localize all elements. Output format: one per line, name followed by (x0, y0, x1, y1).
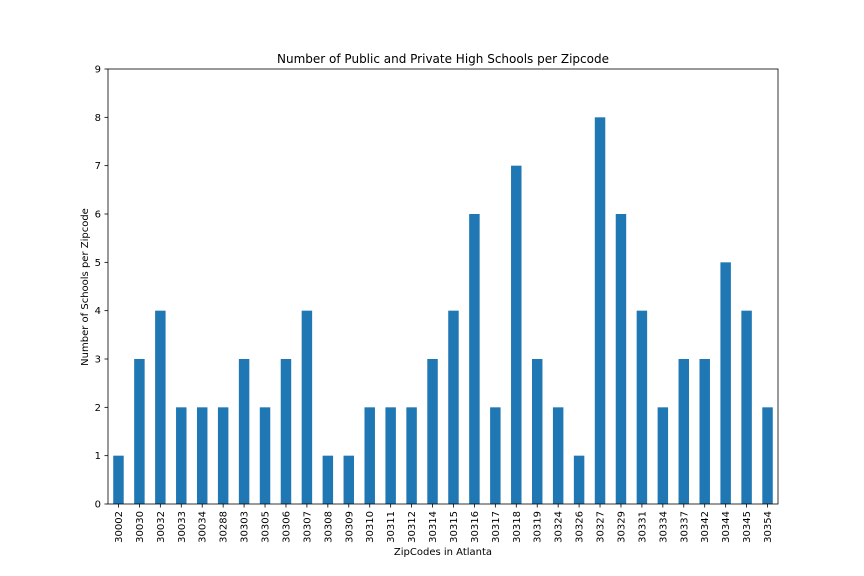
bar-30318 (511, 165, 522, 504)
bar-30033 (176, 407, 187, 504)
x-tick-label: 30327 (596, 511, 607, 543)
bar-30305 (259, 407, 271, 504)
x-tick-label: 30002 (114, 511, 125, 543)
x-tick-label: 30303 (240, 511, 251, 543)
bar-30311 (385, 407, 396, 504)
y-axis-label: Number of Schools per Zipcode (80, 208, 91, 366)
bar-30309 (343, 455, 355, 504)
x-tick-label: 30317 (491, 511, 502, 543)
y-tick-label: 9 (95, 65, 101, 76)
bar-30002 (113, 455, 124, 504)
bar-30030 (134, 359, 145, 504)
bar-30331 (636, 310, 648, 504)
bar-30310 (364, 407, 375, 504)
x-tick-label: 30307 (302, 511, 313, 543)
x-tick-label: 30337 (679, 511, 690, 543)
y-tick-label: 0 (95, 500, 101, 511)
x-tick-label: 30318 (512, 511, 523, 543)
plot-frame (107, 68, 779, 505)
y-tick-label: 5 (95, 258, 101, 269)
x-tick-label: 30354 (763, 511, 774, 543)
x-tick-label: 30306 (281, 511, 292, 543)
x-tick-label: 30329 (616, 511, 627, 543)
x-tick-label: 30344 (721, 511, 732, 543)
x-tick-label: 30331 (637, 511, 648, 543)
bar-30032 (155, 310, 166, 504)
bar-30327 (594, 117, 606, 504)
bar-30314 (427, 359, 438, 504)
bar-30034 (196, 407, 208, 504)
bar-30308 (322, 455, 334, 504)
y-tick-label: 8 (95, 113, 101, 124)
bar-30344 (720, 262, 731, 504)
bar-30306 (280, 359, 292, 504)
y-tick-label: 3 (95, 355, 101, 366)
x-tick-label: 30310 (365, 511, 376, 543)
x-tick-label: 30326 (575, 511, 586, 543)
x-tick-label: 30305 (261, 511, 272, 543)
y-tick-label: 4 (95, 306, 101, 317)
bar-30307 (301, 310, 313, 504)
x-tick-label: 30309 (344, 511, 355, 543)
y-tick-label: 6 (95, 210, 101, 221)
bar-30315 (448, 310, 459, 504)
x-tick-label: 30312 (407, 511, 418, 543)
x-tick-label: 30033 (177, 511, 188, 543)
x-tick-label: 30030 (135, 511, 146, 543)
x-tick-label: 30324 (554, 511, 565, 543)
bar-30317 (490, 407, 501, 504)
bar-30342 (699, 359, 710, 504)
x-axis: 30002 30030 30032 30033 30034 30288 30303 30305… (114, 504, 774, 543)
bar-30337 (678, 359, 690, 504)
y-tick-label: 1 (95, 451, 101, 462)
bar-30329 (615, 214, 627, 504)
bar-30334 (657, 407, 669, 504)
x-tick-label: 30288 (219, 511, 230, 543)
y-tick-label: 7 (95, 161, 101, 172)
x-tick-label: 30314 (428, 511, 439, 543)
bar-30326 (573, 455, 585, 504)
bar-30316 (469, 214, 480, 504)
x-tick-label: 30032 (156, 511, 167, 543)
x-tick-label: 30308 (323, 511, 334, 543)
x-tick-label: 30316 (470, 511, 481, 543)
x-axis-label: ZipCodes in Atlanta (394, 547, 492, 558)
x-tick-label: 30034 (198, 511, 209, 543)
bar-30354 (762, 407, 773, 504)
bar-30303 (238, 359, 250, 504)
bars-group (113, 117, 773, 504)
x-tick-label: 30319 (533, 511, 544, 543)
bar-30288 (217, 407, 229, 504)
bar-30312 (406, 407, 417, 504)
x-tick-label: 30345 (742, 511, 753, 543)
y-axis: 0 1 2 3 4 5 6 7 8 9 (95, 65, 108, 511)
x-tick-label: 30315 (449, 511, 460, 543)
x-tick-label: 30334 (658, 511, 669, 543)
x-tick-label: 30311 (386, 511, 397, 543)
bar-30345 (741, 310, 752, 504)
y-tick-label: 2 (95, 403, 101, 414)
chart-title: Number of Public and Private High School… (277, 52, 609, 66)
bar-30319 (531, 359, 543, 504)
bar-30324 (552, 407, 564, 504)
x-tick-label: 30342 (700, 511, 711, 543)
